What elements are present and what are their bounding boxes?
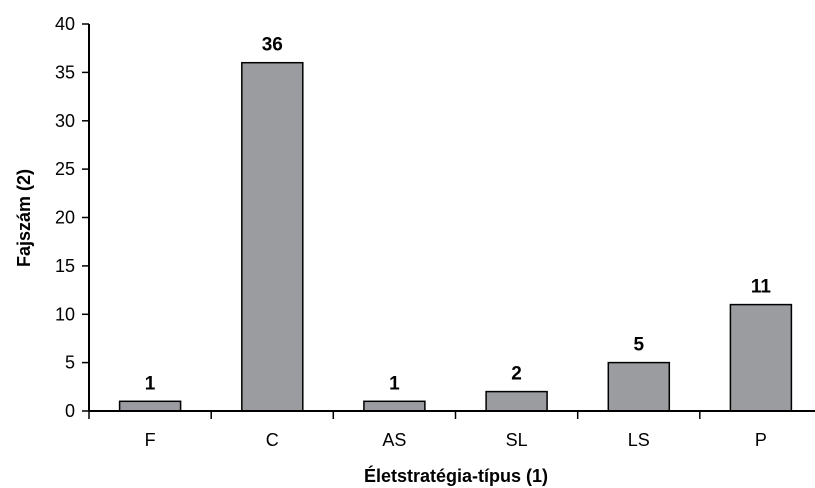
y-tick-label-10: 10 <box>55 304 75 324</box>
y-tick-label-15: 15 <box>55 256 75 276</box>
x-tick-label-sl: SL <box>506 430 528 450</box>
data-labels-group: 1 36 1 2 5 11 <box>145 35 772 395</box>
x-axis-title: Életstratégia-típus (1) <box>364 465 548 486</box>
bar-c <box>241 61 304 412</box>
x-tick-label-p: P <box>755 430 767 450</box>
bar-ls <box>607 361 671 412</box>
data-label-p: 11 <box>751 277 772 298</box>
bar-sl <box>485 390 548 412</box>
y-tick-label-25: 25 <box>55 159 75 179</box>
y-axis-title: Fajszám (2) <box>14 169 34 267</box>
y-tick-label-30: 30 <box>55 111 75 131</box>
x-tick-label-f: F <box>145 430 156 450</box>
x-tick-label-c: C <box>266 430 279 450</box>
y-tick-label-20: 20 <box>55 208 75 228</box>
data-label-sl: 2 <box>511 364 522 385</box>
x-tick-label-ls: LS <box>628 430 650 450</box>
y-tick-label-0: 0 <box>65 401 75 421</box>
x-axis: F C AS SL LS P <box>88 410 815 450</box>
bar-as <box>363 400 426 412</box>
data-label-c: 36 <box>262 35 283 56</box>
data-label-as: 1 <box>389 373 400 394</box>
y-tick-label-5: 5 <box>65 353 75 373</box>
y-axis: 0 5 10 15 20 25 30 35 40 <box>55 14 90 421</box>
y-tick-label-40: 40 <box>55 14 75 34</box>
y-tick-label-35: 35 <box>55 62 75 82</box>
data-label-f: 1 <box>145 373 156 394</box>
x-tick-label-as: AS <box>382 430 406 450</box>
bars-group <box>118 61 793 412</box>
bar-p <box>729 303 793 412</box>
bar-f <box>118 400 182 412</box>
data-label-ls: 5 <box>634 335 645 356</box>
